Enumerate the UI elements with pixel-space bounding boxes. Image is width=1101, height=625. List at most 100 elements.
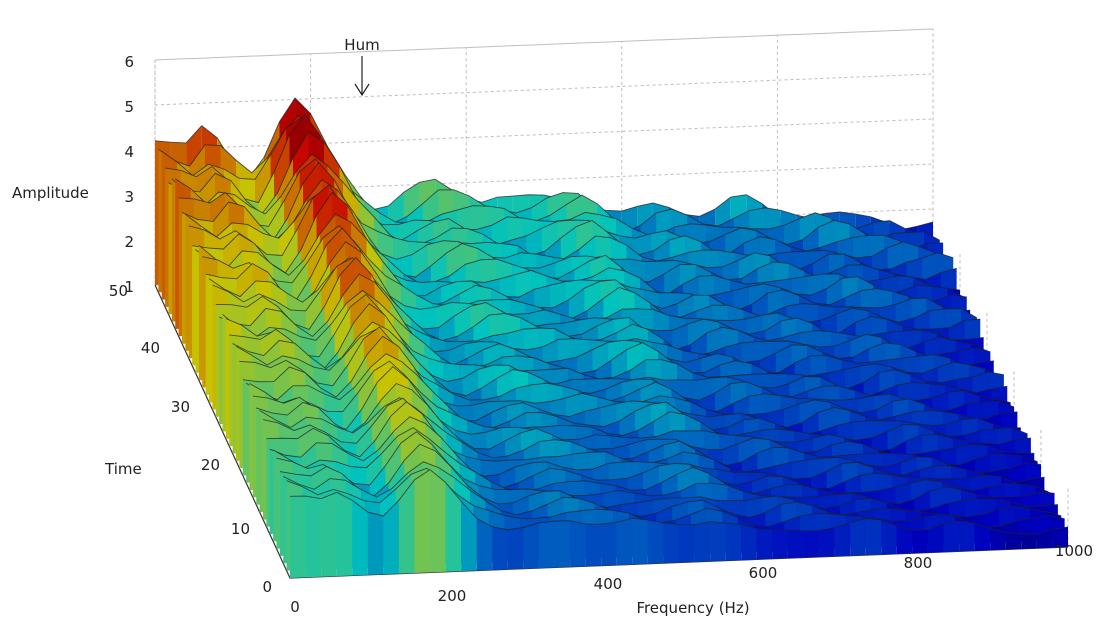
surface-segment xyxy=(741,524,757,561)
surface-segment xyxy=(990,528,1006,551)
surface-segment xyxy=(430,469,446,573)
surface-ridge xyxy=(279,443,1058,513)
z-gridline xyxy=(154,28,934,61)
z-gridline xyxy=(154,73,934,106)
surface-segment xyxy=(834,522,851,557)
surface-segment xyxy=(1036,529,1053,549)
surface-segment xyxy=(476,518,493,571)
surface-ridge xyxy=(171,153,951,264)
y-tick: 10 xyxy=(231,520,250,538)
x-tick: 1000 xyxy=(1055,542,1093,560)
surface-ridge xyxy=(192,191,971,313)
z-gridline xyxy=(154,208,934,241)
surface-segment xyxy=(601,522,617,566)
surface-segment xyxy=(694,521,711,562)
surface-segment xyxy=(974,523,991,551)
surface-ridge xyxy=(229,303,1008,398)
surface-segment xyxy=(927,523,944,553)
x-tick: 600 xyxy=(749,564,778,582)
surface-ridge xyxy=(161,117,940,241)
surface-ridge xyxy=(218,273,998,378)
x-axis-label: Frequency (Hz) xyxy=(636,599,749,617)
back-wall xyxy=(154,28,934,285)
surface-segment xyxy=(881,520,897,555)
y-axis-label: Time xyxy=(104,460,142,478)
x-tick: 200 xyxy=(438,587,467,605)
hum-arrow-icon xyxy=(354,56,370,97)
y-tick: 0 xyxy=(262,578,272,596)
surface-segment xyxy=(538,521,555,569)
surface-ridge xyxy=(235,328,1015,414)
surface-segment xyxy=(507,527,524,570)
surface-ridge xyxy=(283,461,1062,518)
surface-segment xyxy=(647,519,664,564)
surface-segment xyxy=(383,500,399,575)
hum-annotation: Hum xyxy=(344,36,379,54)
surface-segment xyxy=(290,496,306,578)
z-tick: 4 xyxy=(124,143,134,161)
surface-ridge xyxy=(249,360,1028,441)
surface-ridge xyxy=(272,427,1052,494)
surface-segment xyxy=(943,520,960,552)
surface-segment xyxy=(554,520,571,568)
surface-segment xyxy=(492,526,508,570)
surface-ridge xyxy=(195,213,974,323)
surface-segment xyxy=(710,521,726,562)
surface-ridge xyxy=(245,353,1025,438)
surface-segment xyxy=(803,530,820,558)
y-tick: 50 xyxy=(109,282,128,300)
surface-segment xyxy=(585,524,602,567)
z-tick: 2 xyxy=(124,233,134,251)
z-tick: 3 xyxy=(124,188,134,206)
surface-segment xyxy=(787,530,804,559)
surface-segment xyxy=(663,522,679,564)
surface-segment xyxy=(445,482,462,572)
surface-ridge xyxy=(212,257,991,359)
surface-ridge xyxy=(289,469,1069,535)
surface-segment xyxy=(414,469,431,574)
z-axis-label: Amplitude xyxy=(12,184,89,202)
surface-ridge xyxy=(215,256,994,368)
x-tick: 0 xyxy=(290,598,300,616)
surface-segment xyxy=(756,528,773,560)
z-tick: 1 xyxy=(124,278,134,296)
surface-ridge xyxy=(242,335,1021,429)
surface-ridge xyxy=(266,401,1045,484)
surface-segment xyxy=(632,518,648,565)
surface-segment xyxy=(461,501,477,572)
surface-plot xyxy=(154,97,1069,578)
surface-segment xyxy=(850,518,866,556)
z-gridline xyxy=(154,118,934,151)
surface-ridge xyxy=(222,289,1001,380)
x-tick: 400 xyxy=(594,575,623,593)
surface-segment xyxy=(336,492,353,577)
surface-segment xyxy=(1052,526,1068,548)
y-tick: 40 xyxy=(141,339,160,357)
z-gridline xyxy=(154,163,934,196)
surface-segment xyxy=(398,479,415,574)
surface-segment xyxy=(570,520,586,567)
surface-ridge xyxy=(198,225,978,324)
surface-segment xyxy=(367,512,384,575)
y-tick: 20 xyxy=(201,456,220,474)
surface-segment xyxy=(772,530,788,559)
surface-segment xyxy=(352,500,368,576)
surface-ridge xyxy=(165,114,944,250)
surface-ridge xyxy=(168,131,947,260)
axes: 1 2 3 4 5 6 0 10 20 30 40 50 0 200 400 6… xyxy=(12,36,1093,617)
surface-ridge xyxy=(252,366,1031,452)
surface-ridge xyxy=(225,293,1004,389)
surface-segment xyxy=(679,524,695,563)
surface-segment xyxy=(865,518,882,556)
surface-ridge xyxy=(259,397,1038,466)
surface-segment xyxy=(896,526,913,554)
surface-segment xyxy=(959,520,975,552)
surface-segment xyxy=(616,518,633,565)
z-tick: 6 xyxy=(124,53,134,71)
y-tick: 30 xyxy=(171,398,190,416)
surface-segment xyxy=(912,529,928,554)
surface-segment xyxy=(1005,532,1022,550)
surface-ridge xyxy=(269,416,1048,493)
surface-segment xyxy=(305,496,322,578)
